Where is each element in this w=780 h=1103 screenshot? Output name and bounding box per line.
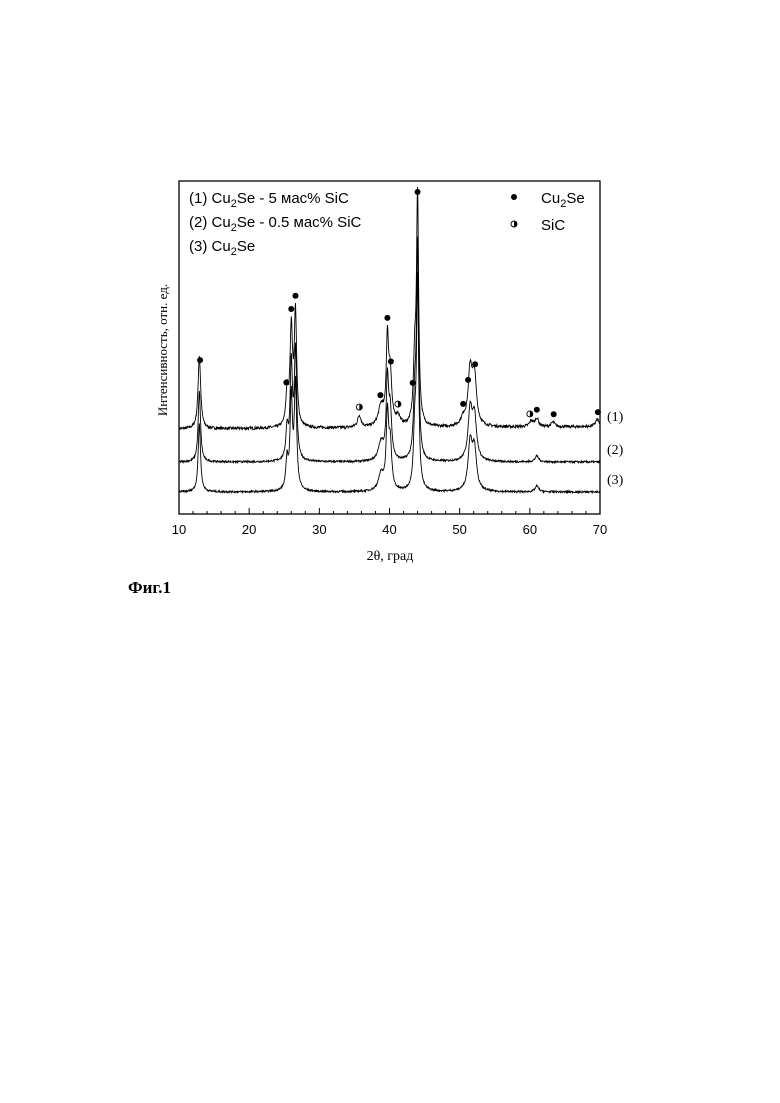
- legend-sample-1: (1) Cu2Se - 5 мас% SiC: [189, 190, 349, 210]
- cu2se-marker-14: [472, 361, 478, 367]
- cu2se-marker-12: [460, 401, 466, 407]
- cu2se-marker-18: [595, 409, 601, 415]
- legend-phase-sic: SiC: [541, 217, 565, 234]
- cu2se-marker-1: [197, 357, 203, 363]
- series-label-2: (2): [607, 443, 624, 458]
- sample-legend: (1) Cu2Se - 5 мас% SiC (2) Cu2Se - 0.5 м…: [189, 190, 362, 258]
- traces: [179, 187, 600, 493]
- x-tick-label: 60: [523, 522, 537, 537]
- cu2se-marker-10: [410, 380, 416, 386]
- cu2se-marker-17: [551, 411, 557, 417]
- x-axis-ticks: [179, 508, 600, 514]
- legend-phase-cu2se: Cu2Se: [541, 190, 585, 210]
- series-label-1: (1): [607, 410, 624, 425]
- legend-sample-2: (2) Cu2Se - 0.5 мас% SiC: [189, 214, 362, 234]
- x-tick-label: 70: [593, 522, 607, 537]
- cu2se-marker-6: [377, 392, 383, 398]
- x-tick-label: 40: [382, 522, 396, 537]
- x-axis-tick-labels: 10 20 30 40 50 60 70: [172, 522, 607, 537]
- legend-sample-3: (3) Cu2Se: [189, 238, 255, 258]
- x-tick-label: 10: [172, 522, 186, 537]
- sic-marker-5: [356, 404, 362, 410]
- series-label-3: (3): [607, 473, 624, 488]
- x-tick-label: 20: [242, 522, 256, 537]
- cu2se-marker-4: [292, 293, 298, 299]
- figure-caption: Фиг.1: [128, 578, 171, 598]
- x-axis-label: 2θ, град: [367, 549, 414, 564]
- x-tick-label: 30: [312, 522, 326, 537]
- cu2se-marker-2: [283, 380, 289, 386]
- cu2se-marker-11: [415, 189, 421, 195]
- cu2se-marker-7: [384, 315, 390, 321]
- cu2se-marker-13: [465, 377, 471, 383]
- cu2se-marker-16: [534, 407, 540, 413]
- legend-filled-circle-icon: [511, 194, 517, 200]
- sic-marker-15: [527, 411, 533, 417]
- series-labels: (1) (2) (3): [607, 410, 624, 488]
- legend-half-circle-icon: [511, 221, 517, 227]
- trace-3: [179, 272, 600, 493]
- phase-legend: Cu2Se SiC: [511, 190, 585, 234]
- sic-marker-9: [395, 401, 401, 407]
- y-axis-label: Интенсивность, отн. ед.: [155, 284, 170, 416]
- cu2se-marker-3: [288, 306, 294, 312]
- x-tick-label: 50: [452, 522, 466, 537]
- cu2se-marker-8: [388, 359, 394, 365]
